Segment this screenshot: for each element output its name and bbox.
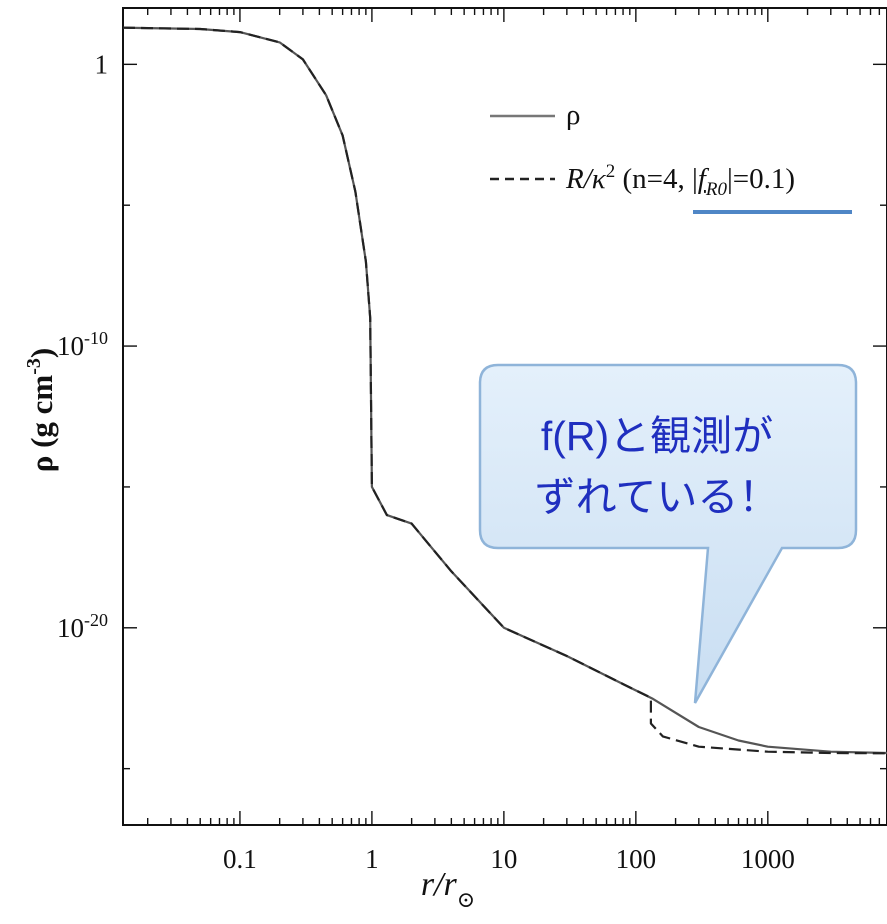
x-tick-label: 10 <box>490 844 517 874</box>
callout-bubble <box>478 363 858 704</box>
legend-entry-rho: ρ <box>566 99 580 131</box>
y-tick-label: 1 <box>95 49 109 79</box>
axis-ticks <box>123 8 887 825</box>
x-tick-label: 100 <box>616 844 657 874</box>
x-tick-label: 0.1 <box>223 844 257 874</box>
x-tick-label: 1 <box>365 844 379 874</box>
y-axis-label: ρ (g cm-3) <box>23 348 59 473</box>
y-tick-label: 10-20 <box>57 610 108 643</box>
y-tick-label: 10-10 <box>57 328 108 361</box>
callout-line-2: ずれている！ <box>535 474 780 520</box>
x-axis-label: r/r⊙ <box>421 866 475 912</box>
series-line-curvature <box>122 26 887 755</box>
series-lines <box>122 26 887 755</box>
legend-entry-curvature: R/κ2 (n=4, |fR0|=0.1) <box>565 161 795 200</box>
callout-line-1: f(R)と観測が <box>541 413 773 459</box>
tick-labels: 0.1 1 10 100 1000 1 10-10 10-20 <box>57 49 795 874</box>
legend: ρ R/κ2 (n=4, |fR0|=0.1) <box>490 99 852 214</box>
x-tick-label: 1000 <box>741 844 795 874</box>
callout-annotation: f(R)と観測が ずれている！ <box>478 363 858 704</box>
